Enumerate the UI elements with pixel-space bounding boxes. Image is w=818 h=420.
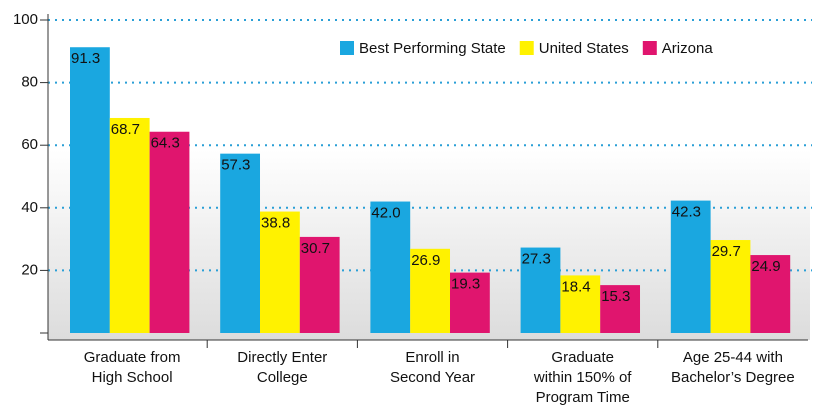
bar bbox=[600, 285, 641, 333]
data-label: 91.3 bbox=[71, 50, 100, 67]
bar bbox=[370, 201, 411, 333]
data-label: 64.3 bbox=[151, 135, 180, 152]
bar bbox=[260, 211, 300, 333]
x-tick-line: Directly Enter bbox=[237, 349, 327, 366]
bar bbox=[450, 272, 490, 333]
data-label: 42.0 bbox=[371, 205, 400, 222]
legend-label: Best Performing State bbox=[359, 40, 506, 57]
bar bbox=[220, 153, 261, 333]
data-label: 26.9 bbox=[411, 252, 440, 269]
data-label: 27.3 bbox=[522, 251, 551, 268]
x-tick-label: Age 25-44 with Bachelor’s Degree bbox=[671, 349, 795, 386]
data-label: 42.3 bbox=[672, 204, 701, 221]
data-label: 57.3 bbox=[221, 157, 250, 174]
bar bbox=[670, 200, 711, 333]
data-label: 30.7 bbox=[301, 240, 330, 257]
x-tick-line: Graduate bbox=[551, 349, 614, 366]
bar bbox=[109, 117, 150, 334]
data-label: 68.7 bbox=[111, 121, 140, 138]
x-tick-line: Second Year bbox=[390, 369, 475, 386]
data-label: 38.8 bbox=[261, 215, 290, 232]
x-tick-line: College bbox=[257, 369, 308, 386]
bar bbox=[750, 255, 791, 333]
x-tick-line: High School bbox=[92, 369, 173, 386]
data-label: 15.3 bbox=[601, 288, 630, 305]
y-tick-label: 40 bbox=[21, 199, 38, 216]
data-label: 24.9 bbox=[751, 258, 780, 275]
bar bbox=[560, 275, 601, 333]
data-label: 19.3 bbox=[451, 276, 480, 293]
x-tick-line: Bachelor’s Degree bbox=[671, 369, 795, 386]
legend-swatch bbox=[340, 41, 354, 55]
bar bbox=[70, 47, 110, 334]
data-label: 29.7 bbox=[712, 243, 741, 260]
legend-swatch bbox=[519, 41, 534, 55]
bar bbox=[149, 131, 190, 333]
data-label: 18.4 bbox=[561, 278, 590, 295]
x-tick-line: Graduate from bbox=[84, 349, 181, 366]
bar bbox=[710, 240, 751, 333]
bar bbox=[410, 248, 451, 333]
legend-label: United States bbox=[539, 40, 629, 57]
x-tick-line: Enroll in bbox=[405, 349, 459, 366]
legend-label: Arizona bbox=[662, 40, 714, 57]
y-tick-label: 20 bbox=[21, 261, 38, 278]
y-tick-label: 60 bbox=[21, 136, 38, 153]
bar bbox=[520, 247, 561, 333]
y-tick-label: 80 bbox=[21, 74, 38, 91]
legend-swatch bbox=[642, 41, 657, 55]
x-tick-label: Graduate within 150% of Program Time bbox=[533, 349, 632, 406]
x-tick-line: Age 25-44 with bbox=[683, 349, 783, 366]
x-tick-label: Graduate from High School bbox=[84, 349, 181, 386]
x-tick-label: Enroll in Second Year bbox=[390, 349, 475, 386]
y-tick-label: 100 bbox=[13, 11, 38, 28]
x-tick-line: Program Time bbox=[536, 389, 630, 406]
bar bbox=[299, 236, 340, 333]
x-tick-label: Directly Enter College bbox=[237, 349, 327, 386]
x-tick-line: within 150% of bbox=[533, 369, 632, 386]
